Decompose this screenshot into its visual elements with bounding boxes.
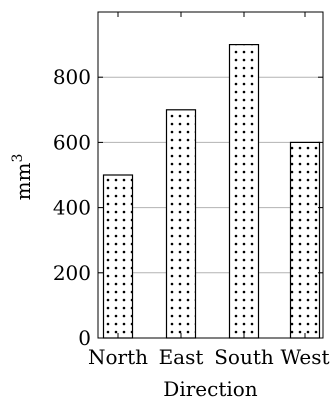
y-axis-label-unit: mm [11,162,35,200]
x-tick-label-south: South [214,345,274,369]
y-tick-label-400: 400 [53,196,91,220]
x-tick-label-north: North [88,345,148,369]
axis-ticks [98,12,323,339]
x-tick-labels: North East South West [88,345,330,369]
bar-north [102,174,134,339]
x-tick-label-east: East [159,345,204,369]
bar-south [228,43,260,339]
gridlines [98,76,323,274]
y-axis-label-superscript: 3 [10,154,26,163]
bar-west [289,141,321,339]
x-axis-label: Direction [163,377,258,401]
plot-frame [97,11,324,339]
y-axis-label: mm3 [10,154,35,201]
y-tick-label-0: 0 [78,326,91,350]
bars [102,43,321,339]
y-tick-label-200: 200 [53,261,91,285]
x-tick-label-west: West [280,345,329,369]
bar-east [165,109,197,339]
y-tick-labels: 0 200 400 600 800 [53,65,91,350]
y-tick-label-600: 600 [53,130,91,154]
y-tick-label-800: 800 [53,65,91,89]
